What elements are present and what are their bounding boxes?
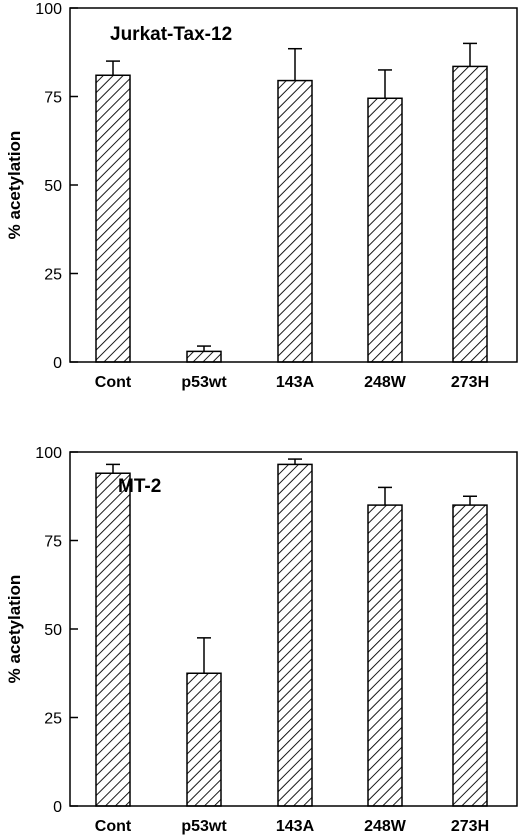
x-category-label: p53wt [181, 818, 227, 835]
bar-273h [452, 504, 488, 807]
y-tick-label: 0 [53, 799, 62, 816]
x-category-label: 248W [364, 818, 407, 835]
x-category-label: Cont [95, 374, 132, 391]
bar-cont [95, 472, 131, 807]
bar-p53wt [186, 672, 222, 807]
bar-143a [277, 463, 313, 807]
y-axis-label: % acetylation [5, 131, 24, 240]
y-tick-label: 25 [44, 711, 62, 728]
x-category-label: 248W [364, 374, 407, 391]
bar-cont [95, 74, 131, 363]
bar-143a [277, 79, 313, 363]
bar-248w [367, 97, 403, 363]
y-tick-label: 0 [53, 355, 62, 372]
bar-273h [452, 65, 488, 363]
x-category-label: 273H [451, 374, 489, 391]
chart-panel-top: % acetylation Jurkat-Tax-12 0 25 50 75 100 C… [5, 1, 518, 391]
bar-p53wt [186, 350, 222, 363]
y-tick-label: 50 [44, 178, 62, 195]
chart-title: Jurkat-Tax-12 [110, 24, 232, 45]
x-category-label: 143A [276, 818, 315, 835]
y-tick-label: 100 [35, 445, 62, 462]
y-tick-label: 100 [35, 1, 62, 18]
y-axis-label: % acetylation [5, 575, 24, 684]
x-category-label: p53wt [181, 374, 227, 391]
x-category-label: 273H [451, 818, 489, 835]
y-tick-label: 75 [44, 90, 62, 107]
x-category-label: Cont [95, 818, 132, 835]
y-tick-label: 25 [44, 267, 62, 284]
y-tick-label: 50 [44, 622, 62, 639]
y-tick-label: 75 [44, 534, 62, 551]
bar-248w [367, 504, 403, 807]
x-category-label: 143A [276, 374, 315, 391]
